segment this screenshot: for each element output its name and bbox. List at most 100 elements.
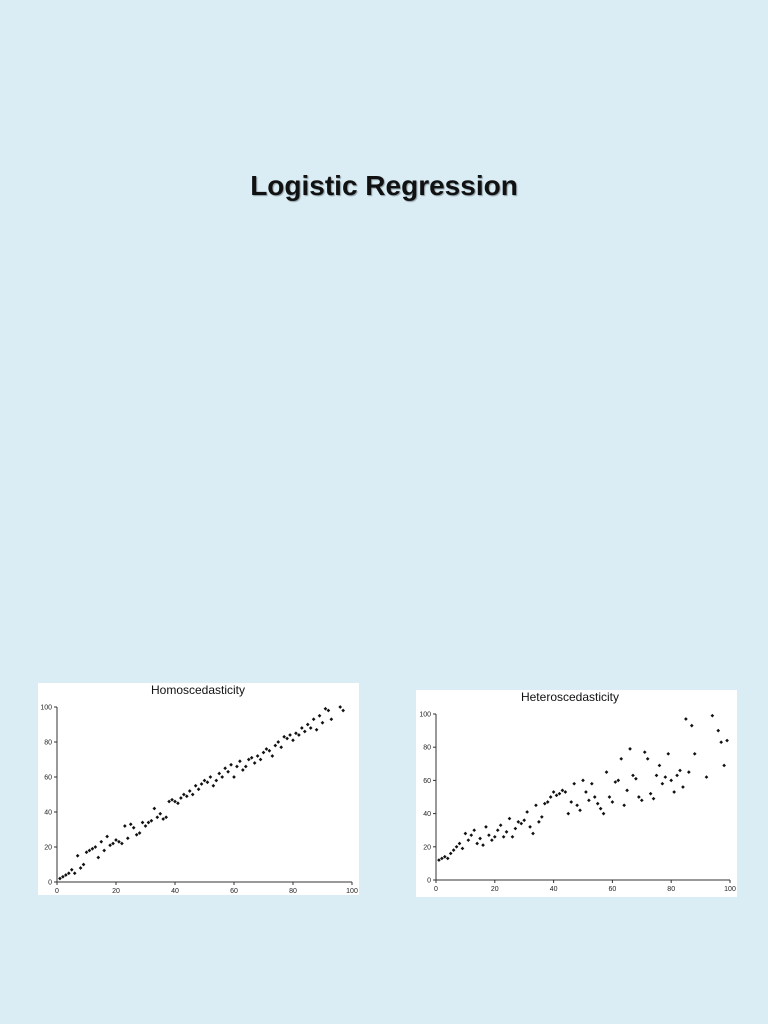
data-point [208, 775, 213, 779]
data-point [637, 795, 641, 799]
y-tick-label: 0 [48, 880, 52, 887]
x-tick-label: 80 [289, 888, 297, 895]
x-tick-label: 60 [609, 886, 617, 893]
data-point [161, 817, 166, 821]
data-point [252, 761, 257, 765]
data-point [93, 845, 98, 849]
data-point [173, 799, 177, 804]
data-point [616, 778, 621, 783]
data-point [205, 780, 210, 785]
data-point [498, 823, 503, 828]
data-point [246, 757, 251, 762]
slide-title: Logistic Regression [250, 170, 518, 201]
data-point [572, 781, 577, 786]
data-point [581, 778, 585, 783]
data-point [196, 787, 201, 792]
data-point [554, 793, 559, 798]
data-point [501, 835, 506, 839]
data-point [108, 843, 112, 848]
data-point [716, 728, 721, 733]
data-point [99, 839, 104, 844]
scatter-points [58, 705, 345, 881]
data-point [90, 846, 95, 851]
x-tick-label: 20 [491, 886, 499, 893]
data-point [719, 740, 724, 745]
data-point [214, 778, 219, 783]
y-tick-label: 0 [427, 878, 431, 885]
data-point [634, 776, 638, 781]
data-point [114, 838, 118, 842]
data-point [613, 780, 618, 784]
y-tick-label: 40 [44, 810, 52, 817]
data-point [123, 824, 127, 828]
data-point [146, 820, 151, 825]
data-point [223, 766, 227, 771]
data-point [619, 756, 624, 761]
x-tick-label: 40 [550, 886, 558, 893]
data-point [692, 752, 697, 756]
data-point [329, 717, 334, 722]
data-point [631, 773, 635, 778]
data-point [598, 806, 603, 811]
homoscedasticity-plot: Homoscedasticity 0 20 40 60 80 100 0 20 40 60 80 10… [40, 683, 358, 895]
data-point [302, 729, 307, 734]
data-point [238, 759, 242, 764]
data-point [258, 757, 263, 762]
y-tick-label: 60 [423, 778, 431, 785]
data-point [202, 778, 207, 783]
data-point [548, 795, 553, 799]
data-point [134, 832, 139, 837]
data-point [519, 821, 524, 826]
data-point [61, 874, 65, 879]
data-point [199, 782, 204, 786]
data-point [137, 831, 142, 835]
data-point [531, 831, 535, 836]
data-point [190, 792, 195, 797]
data-point [58, 876, 62, 881]
data-point [510, 835, 515, 839]
data-point [317, 713, 322, 718]
data-point [481, 843, 485, 847]
data-point [625, 788, 629, 793]
data-point [243, 764, 248, 769]
data-point [314, 727, 319, 732]
data-point [442, 854, 447, 859]
data-point [170, 797, 174, 802]
data-point [270, 754, 275, 758]
data-point [563, 790, 568, 794]
data-point [255, 754, 260, 758]
data-point [569, 800, 574, 804]
x-tick-label: 100 [346, 888, 358, 895]
y-tick-label: 60 [44, 775, 52, 782]
data-point [710, 713, 715, 718]
data-point [75, 853, 80, 858]
data-point [105, 834, 109, 839]
data-point [326, 708, 331, 713]
x-tick-label: 40 [171, 888, 179, 895]
data-point [537, 820, 541, 824]
data-point [534, 803, 538, 808]
data-point [176, 801, 180, 806]
data-point [241, 768, 245, 772]
data-point [69, 867, 74, 872]
x-tick-label: 80 [667, 886, 675, 893]
data-point [513, 826, 518, 831]
data-point [484, 825, 488, 829]
data-point [288, 733, 292, 737]
data-point [323, 706, 328, 711]
data-point [672, 790, 676, 794]
data-point [155, 815, 160, 820]
data-point [149, 818, 154, 823]
data-point [578, 808, 582, 813]
data-point [448, 851, 453, 856]
data-point [279, 745, 284, 750]
data-point [308, 726, 313, 730]
data-point [454, 844, 459, 849]
heteroscedasticity-plot: Heteroscedasticity 0 20 40 60 80 100 0 20 40 60 80… [419, 690, 736, 893]
data-point [193, 783, 198, 788]
y-tick-label: 20 [44, 845, 52, 852]
data-point [669, 778, 674, 783]
data-point [291, 738, 295, 743]
data-point [516, 820, 521, 824]
data-point [589, 781, 594, 786]
